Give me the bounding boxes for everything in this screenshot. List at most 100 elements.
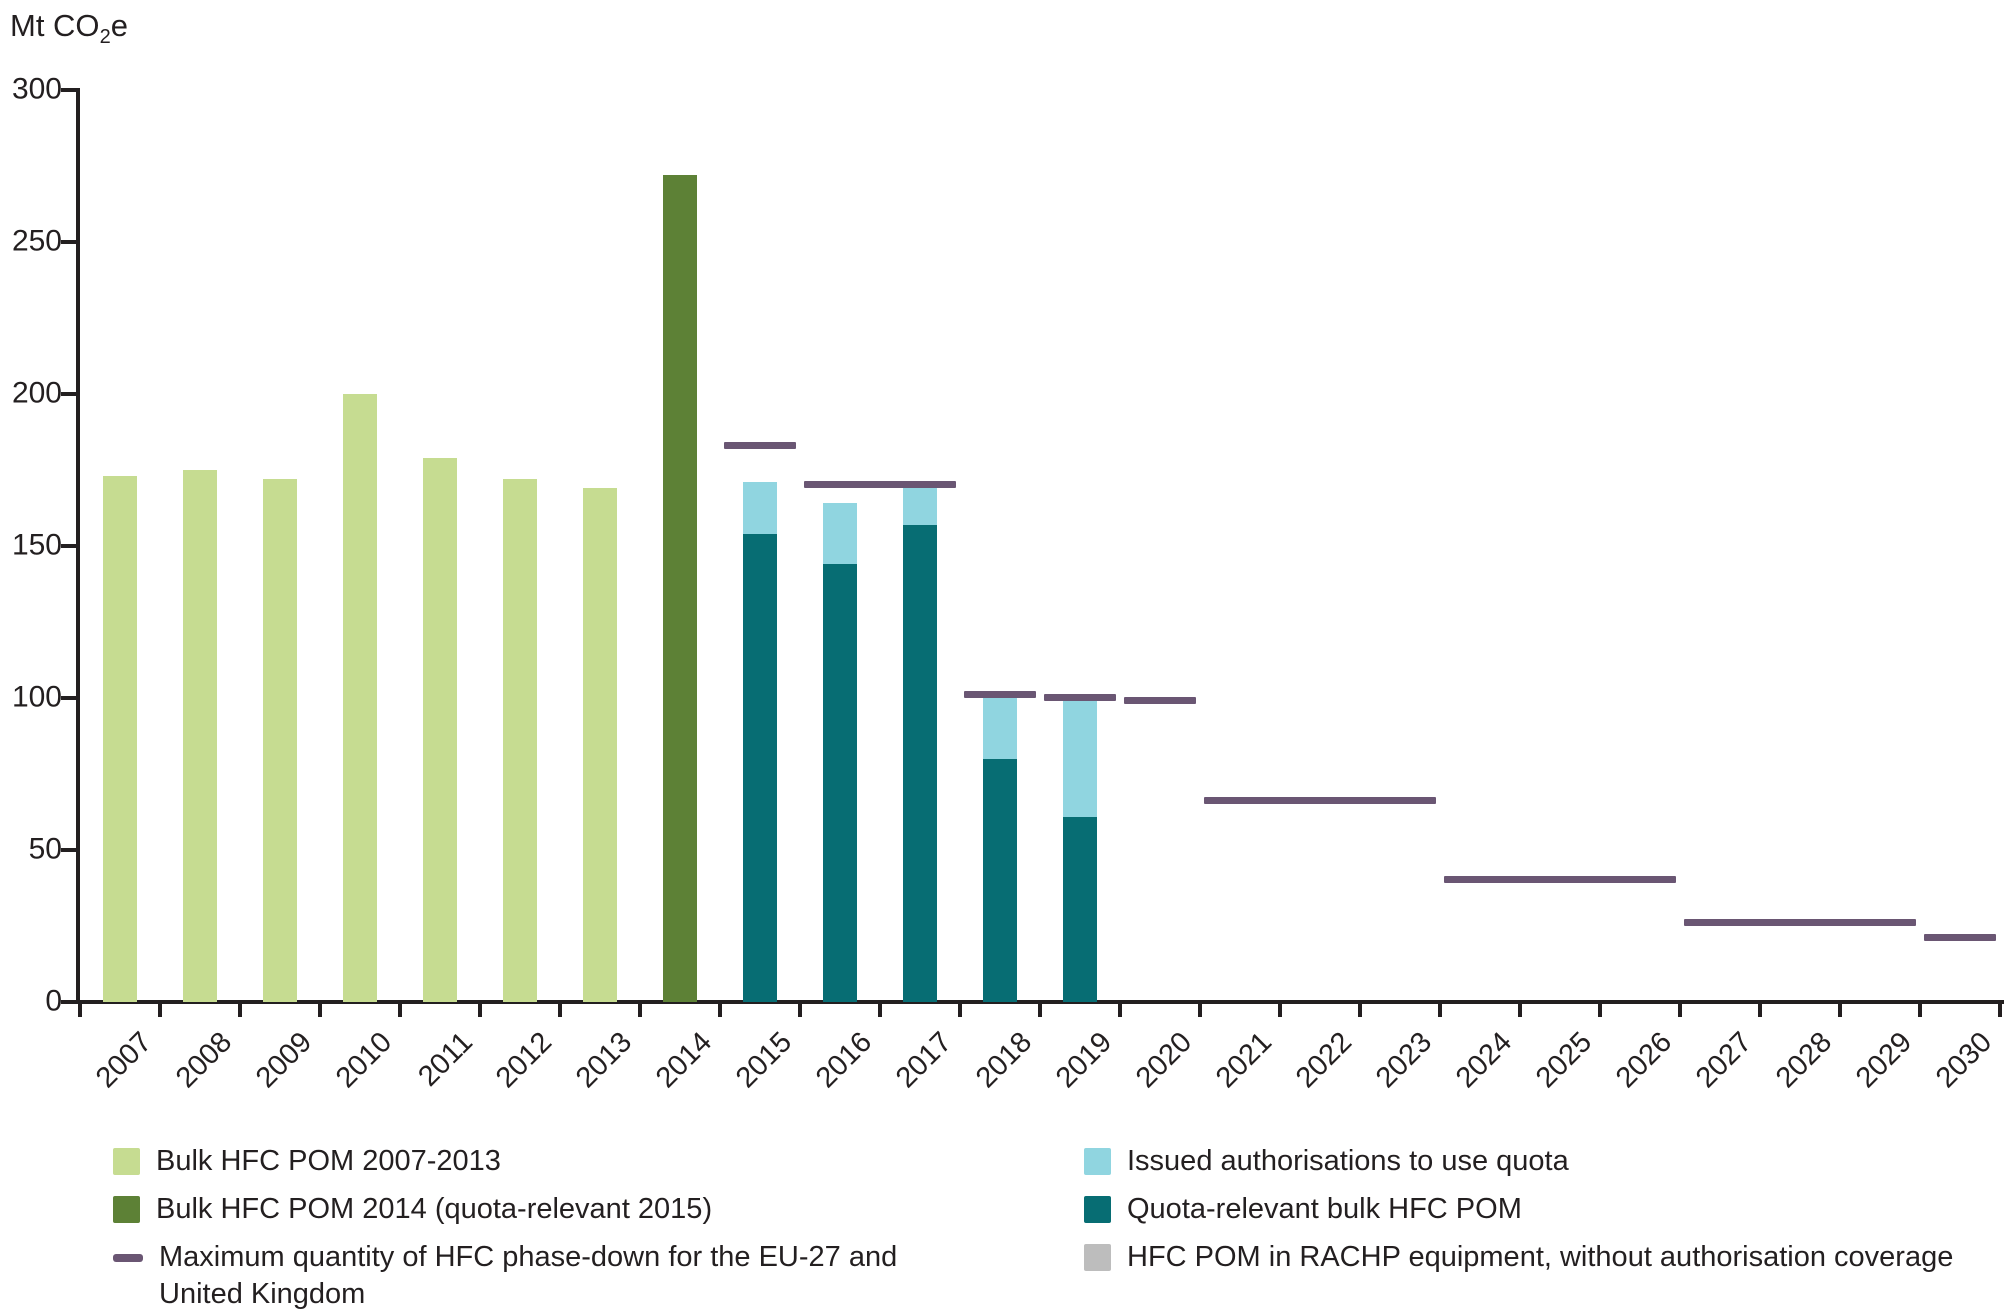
max-quantity-dash-2024-2026 [1444, 876, 1676, 884]
x-axis-tick-13 [1118, 1002, 1122, 1017]
x-axis-tick-3 [318, 1002, 322, 1017]
max-quantity-dash-2030-2030 [1924, 934, 1996, 942]
bar-2010-bulk-hfc-pom [343, 394, 377, 1002]
x-axis-tick-20 [1678, 1002, 1682, 1017]
x-axis-tick-17 [1438, 1002, 1442, 1017]
legend-swatch-max-quantity-dash [113, 1254, 143, 1262]
legend-item-max-quantity: Maximum quantity of HFC phase-down for t… [113, 1239, 897, 1313]
max-quantity-dash-2020-2020 [1124, 697, 1196, 705]
x-axis-label-2010: 2010 [330, 1026, 399, 1095]
x-axis-label-2020: 2020 [1130, 1026, 1199, 1095]
y-axis-label-50: 50 [28, 832, 62, 866]
unit-suffix: e [110, 8, 128, 43]
legend-swatch-bulk-hfc-pom [113, 1148, 140, 1175]
legend-swatch-bulk-hfc-pom-2014 [113, 1196, 140, 1223]
x-axis-label-2017: 2017 [890, 1026, 959, 1095]
legend-label-max-quantity-line2: United Kingdom [159, 1278, 366, 1310]
x-axis-label-2013: 2013 [570, 1026, 639, 1095]
y-axis-label-0: 0 [45, 984, 62, 1018]
bar-2015-issued-authorisations [743, 482, 777, 534]
y-axis-label-100: 100 [11, 680, 62, 714]
legend-label-issued-authorisations: Issued authorisations to use quota [1127, 1145, 1569, 1177]
max-quantity-dash-2016-2017 [804, 481, 956, 489]
bar-2016-quota-relevant-bulk-hfc-pom [823, 564, 857, 1002]
x-axis-label-2029: 2029 [1850, 1026, 1919, 1095]
x-axis-tick-21 [1758, 1002, 1762, 1017]
y-axis-label-150: 150 [11, 528, 62, 562]
x-axis-tick-18 [1518, 1002, 1522, 1017]
legend-label-bulk-hfc-pom: Bulk HFC POM 2007-2013 [156, 1145, 501, 1177]
y-axis-label-300: 300 [11, 72, 62, 106]
bar-2019-quota-relevant-bulk-hfc-pom [1063, 816, 1097, 1002]
legend-label-bulk-hfc-pom-2014: Bulk HFC POM 2014 (quota-relevant 2015) [156, 1193, 713, 1225]
bar-2018-issued-authorisations [983, 698, 1017, 759]
x-axis-tick-7 [638, 1002, 642, 1017]
y-axis-tick-100 [61, 696, 76, 700]
max-quantity-dash-2015-2015 [724, 441, 796, 449]
y-axis-tick-250 [61, 240, 76, 244]
x-axis-tick-5 [478, 1002, 482, 1017]
x-axis-label-2021: 2021 [1210, 1026, 1279, 1095]
x-axis-tick-19 [1598, 1002, 1602, 1017]
x-axis-label-2014: 2014 [650, 1026, 719, 1095]
x-axis-label-2007: 2007 [90, 1026, 159, 1095]
max-quantity-dash-2027-2029 [1684, 918, 1916, 926]
x-axis-label-2025: 2025 [1530, 1026, 1599, 1095]
x-axis-label-2019: 2019 [1050, 1026, 1119, 1095]
bar-2008-bulk-hfc-pom [183, 470, 217, 1002]
bar-2017-issued-authorisations [903, 488, 937, 525]
x-axis-label-2026: 2026 [1610, 1026, 1679, 1095]
x-axis-tick-11 [958, 1002, 962, 1017]
legend-item-bulk-hfc-pom: Bulk HFC POM 2007-2013 [113, 1143, 501, 1180]
x-axis-tick-15 [1278, 1002, 1282, 1017]
x-axis-tick-4 [398, 1002, 402, 1017]
x-axis-tick-9 [798, 1002, 802, 1017]
bar-2014-bulk-hfc-pom-2014 [663, 175, 697, 1002]
x-axis-label-2008: 2008 [170, 1026, 239, 1095]
x-axis-label-2015: 2015 [730, 1026, 799, 1095]
y-axis-tick-0 [61, 1000, 76, 1004]
x-axis-tick-14 [1198, 1002, 1202, 1017]
max-quantity-dash-2018-2018 [964, 690, 1036, 698]
x-axis-label-2012: 2012 [490, 1026, 559, 1095]
legend-swatch-hfc-pom-rachp [1084, 1244, 1111, 1271]
x-axis-tick-24 [1998, 1002, 2002, 1017]
y-axis-label-200: 200 [11, 376, 62, 410]
x-axis-tick-10 [878, 1002, 882, 1017]
y-axis-line [76, 88, 80, 1004]
bar-2007-bulk-hfc-pom [103, 476, 137, 1002]
legend-label-max-quantity: Maximum quantity of HFC phase-down for t… [159, 1239, 897, 1313]
bar-2011-bulk-hfc-pom [423, 457, 457, 1002]
x-axis-label-2024: 2024 [1450, 1026, 1519, 1095]
max-quantity-dash-2019-2019 [1044, 694, 1116, 701]
y-axis-label-250: 250 [11, 224, 62, 258]
x-axis-tick-12 [1038, 1002, 1042, 1017]
bar-2019-issued-authorisations [1063, 701, 1097, 817]
bar-2017-quota-relevant-bulk-hfc-pom [903, 524, 937, 1002]
legend-label-max-quantity-line1: Maximum quantity of HFC phase-down for t… [159, 1241, 898, 1273]
legend-item-quota-relevant: Quota-relevant bulk HFC POM [1084, 1191, 1522, 1228]
unit-prefix: Mt CO [10, 8, 100, 43]
legend-item-bulk-hfc-pom-2014: Bulk HFC POM 2014 (quota-relevant 2015) [113, 1191, 712, 1228]
x-axis-label-2027: 2027 [1690, 1026, 1759, 1095]
x-axis-label-2018: 2018 [970, 1026, 1039, 1095]
y-axis-tick-150 [61, 544, 76, 548]
legend-label-hfc-pom-rachp: HFC POM in RACHP equipment, without auth… [1127, 1241, 1954, 1273]
legend-label-quota-relevant: Quota-relevant bulk HFC POM [1127, 1193, 1522, 1225]
x-axis-tick-16 [1358, 1002, 1362, 1017]
bar-2012-bulk-hfc-pom [503, 479, 537, 1002]
x-axis-tick-2 [238, 1002, 242, 1017]
x-axis-label-2028: 2028 [1770, 1026, 1839, 1095]
y-axis-tick-300 [61, 88, 76, 92]
x-axis-tick-23 [1918, 1002, 1922, 1017]
x-axis-tick-1 [158, 1002, 162, 1017]
x-axis-label-2011: 2011 [411, 1026, 479, 1093]
x-axis-label-2030: 2030 [1930, 1026, 1999, 1095]
x-axis-tick-6 [558, 1002, 562, 1017]
x-axis-label-2023: 2023 [1370, 1026, 1439, 1095]
legend-item-hfc-pom-rachp: HFC POM in RACHP equipment, without auth… [1084, 1239, 1953, 1276]
bar-2013-bulk-hfc-pom [583, 488, 617, 1002]
legend-swatch-issued-authorisations [1084, 1148, 1111, 1175]
